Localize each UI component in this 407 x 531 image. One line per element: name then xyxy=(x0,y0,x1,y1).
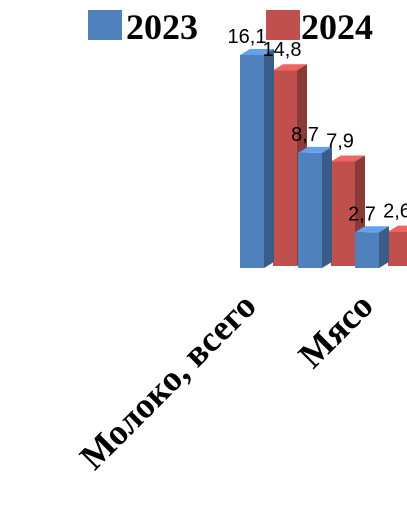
data-label-2023-1: 16,1 xyxy=(228,26,267,48)
bar-2023-3 xyxy=(355,226,389,268)
data-labels: 14,8 7,9 2,6 16,1 8,7 2,7 xyxy=(228,26,407,225)
bar-2023-1 xyxy=(240,49,274,268)
legend-label-2024: 2024 xyxy=(301,7,373,47)
data-label-2024-3: 2,6 xyxy=(383,201,407,223)
legend-label-2023: 2023 xyxy=(126,7,198,47)
data-label-2024-1: 14,8 xyxy=(263,39,302,61)
bars xyxy=(240,49,407,268)
category-label-3: Мясо xyxy=(291,285,381,375)
data-label-2023-2: 8,7 xyxy=(291,124,319,146)
legend-swatch-2023 xyxy=(88,10,122,40)
bar-2024-3 xyxy=(388,225,407,266)
category-label-1: Молоко, всего xyxy=(72,285,264,477)
bar-2023-2 xyxy=(298,146,332,268)
legend: 2023 2024 xyxy=(88,7,373,47)
category-labels: Молоко, всего Мясо xyxy=(72,285,381,477)
data-label-2023-3: 2,7 xyxy=(348,203,376,225)
legend-swatch-2024 xyxy=(266,10,300,40)
data-label-2024-2: 7,9 xyxy=(326,130,354,152)
